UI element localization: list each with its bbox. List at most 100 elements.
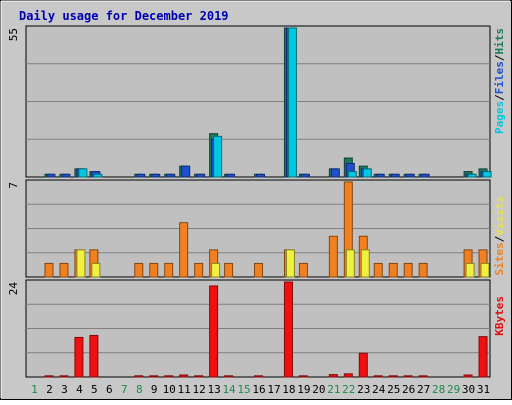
x-tick-label-day-26: 26 bbox=[402, 383, 415, 396]
legend-part-0: Sites bbox=[493, 242, 506, 275]
bar-kbytes-kbytes-day-24 bbox=[373, 375, 383, 378]
x-tick-label-day-17: 17 bbox=[267, 383, 280, 396]
legend-part-2: Files bbox=[493, 61, 506, 94]
bar-kbytes-kbytes-day-9 bbox=[149, 375, 159, 378]
bar-hits-files-day-2 bbox=[46, 173, 56, 178]
x-tick-label-day-24: 24 bbox=[372, 383, 386, 396]
bar-visits-sites-day-22 bbox=[345, 249, 355, 278]
bar-kbytes-kbytes-day-16 bbox=[254, 375, 264, 378]
x-tick-label-day-28: 28 bbox=[432, 383, 445, 396]
bar-kbytes-kbytes-day-3 bbox=[59, 375, 69, 378]
bar-kbytes-kbytes-day-8 bbox=[134, 375, 144, 378]
panel-kbytes-legend: KBytes bbox=[493, 296, 506, 336]
legend-part-0: KBytes bbox=[493, 296, 506, 336]
bar-kbytes-kbytes-day-14 bbox=[224, 375, 234, 378]
bar-hits-files-day-27 bbox=[420, 173, 430, 178]
bar-kbytes-kbytes-day-18 bbox=[283, 281, 293, 378]
bar-hits-files-day-11 bbox=[181, 165, 191, 178]
bar-kbytes-kbytes-day-27 bbox=[418, 375, 428, 378]
bar-hits-files-day-10 bbox=[166, 173, 176, 178]
x-tick-label-day-4: 4 bbox=[76, 383, 83, 396]
bar-kbytes-kbytes-day-13 bbox=[209, 285, 219, 378]
bar-visits-visits-day-16 bbox=[254, 262, 264, 278]
bar-kbytes-kbytes-day-12 bbox=[194, 375, 204, 378]
panel-hits-ymax-label: 55 bbox=[7, 28, 20, 41]
bar-hits-files-day-21 bbox=[330, 168, 340, 178]
legend-part-1: / bbox=[493, 94, 506, 101]
bar-visits-visits-day-8 bbox=[134, 262, 144, 278]
bar-kbytes-kbytes-day-10 bbox=[164, 375, 174, 378]
x-tick-label-day-20: 20 bbox=[312, 383, 325, 396]
bar-visits-sites-day-13 bbox=[211, 262, 221, 278]
bar-kbytes-kbytes-day-23 bbox=[358, 352, 368, 378]
x-tick-label-day-25: 25 bbox=[387, 383, 400, 396]
bar-visits-visits-day-26 bbox=[403, 262, 413, 278]
bar-visits-visits-day-3 bbox=[59, 262, 69, 278]
panel-visits: 7 Sites/Visits bbox=[7, 179, 506, 278]
bar-visits-visits-day-19 bbox=[298, 262, 308, 278]
x-tick-label-day-6: 6 bbox=[106, 383, 113, 396]
panel-kbytes-ymax-label: 24 bbox=[7, 282, 20, 296]
x-tick-label-day-30: 30 bbox=[462, 383, 475, 396]
legend-part-0: Pages bbox=[493, 101, 506, 134]
bar-visits-visits-day-11 bbox=[179, 222, 189, 278]
bar-hits-files-day-3 bbox=[61, 173, 71, 178]
bar-visits-visits-day-25 bbox=[388, 262, 398, 278]
bar-visits-sites-day-4 bbox=[76, 249, 86, 278]
x-tick-label-day-23: 23 bbox=[357, 383, 370, 396]
legend-part-1: / bbox=[493, 235, 506, 242]
bar-visits-sites-day-5 bbox=[91, 262, 101, 278]
x-tick-label-day-18: 18 bbox=[282, 383, 295, 396]
x-tick-label-day-19: 19 bbox=[297, 383, 310, 396]
bar-visits-sites-day-23 bbox=[360, 249, 370, 278]
bar-hits-pages-day-5 bbox=[93, 173, 103, 178]
bar-visits-visits-day-9 bbox=[149, 262, 159, 278]
bar-visits-visits-day-10 bbox=[164, 262, 174, 278]
legend-part-2: Visits bbox=[493, 196, 506, 236]
x-tick-label-day-10: 10 bbox=[163, 383, 176, 396]
x-tick-label-day-1: 1 bbox=[31, 383, 38, 396]
bar-hits-pages-day-31 bbox=[482, 171, 492, 178]
x-tick-label-day-14: 14 bbox=[222, 383, 236, 396]
legend-part-3: / bbox=[493, 54, 506, 61]
panel-visits-legend: Sites/Visits bbox=[493, 196, 506, 276]
panel-hits-legend: Pages/Files/Hits bbox=[493, 28, 506, 134]
bar-visits-visits-day-14 bbox=[224, 262, 234, 278]
bar-visits-sites-day-30 bbox=[465, 262, 475, 278]
bar-hits-pages-day-23 bbox=[362, 168, 372, 178]
x-tick-label-day-8: 8 bbox=[136, 383, 143, 396]
bar-hits-files-day-24 bbox=[375, 173, 385, 178]
x-tick-label-day-21: 21 bbox=[327, 383, 340, 396]
bar-visits-sites-day-18 bbox=[285, 249, 295, 278]
x-tick-label-day-5: 5 bbox=[91, 383, 98, 396]
bar-kbytes-kbytes-day-25 bbox=[388, 375, 398, 378]
x-tick-label-day-15: 15 bbox=[237, 383, 250, 396]
bar-visits-visits-day-2 bbox=[44, 262, 54, 278]
bar-kbytes-kbytes-day-31 bbox=[478, 336, 488, 378]
bar-kbytes-kbytes-day-19 bbox=[298, 375, 308, 378]
panel-hits: 55 Pages/Files/Hits bbox=[7, 25, 506, 178]
x-tick-label-day-9: 9 bbox=[151, 383, 158, 396]
bar-hits-files-day-9 bbox=[151, 173, 161, 178]
bar-kbytes-kbytes-day-30 bbox=[463, 374, 473, 378]
x-tick-label-day-3: 3 bbox=[61, 383, 68, 396]
bar-hits-files-day-14 bbox=[226, 173, 236, 178]
bar-hits-files-day-26 bbox=[405, 173, 415, 178]
bar-visits-visits-day-12 bbox=[194, 262, 204, 278]
x-tick-label-day-11: 11 bbox=[178, 383, 191, 396]
bar-kbytes-kbytes-day-5 bbox=[89, 334, 99, 378]
bar-kbytes-kbytes-day-2 bbox=[44, 375, 54, 378]
bar-kbytes-kbytes-day-26 bbox=[403, 375, 413, 378]
panel-kbytes: 24 KBytes bbox=[7, 279, 506, 378]
bar-hits-pages-day-13 bbox=[213, 135, 223, 178]
bar-hits-files-day-12 bbox=[196, 173, 206, 178]
bar-kbytes-kbytes-day-4 bbox=[74, 336, 84, 378]
chart-title: Daily usage for December 2019 bbox=[19, 9, 229, 23]
bar-kbytes-kbytes-day-21 bbox=[328, 374, 338, 378]
bar-visits-visits-day-24 bbox=[373, 262, 383, 278]
bar-hits-files-day-19 bbox=[300, 173, 310, 178]
x-axis-labels: 1 2 3 4 5 6 7 8 9 10 11 12 13 14 15 16 17 18 19 20 21 22 23 24 2… bbox=[31, 383, 490, 396]
bar-hits-pages-day-22 bbox=[347, 171, 357, 178]
bar-hits-files-day-8 bbox=[136, 173, 146, 178]
x-tick-label-day-12: 12 bbox=[193, 383, 206, 396]
